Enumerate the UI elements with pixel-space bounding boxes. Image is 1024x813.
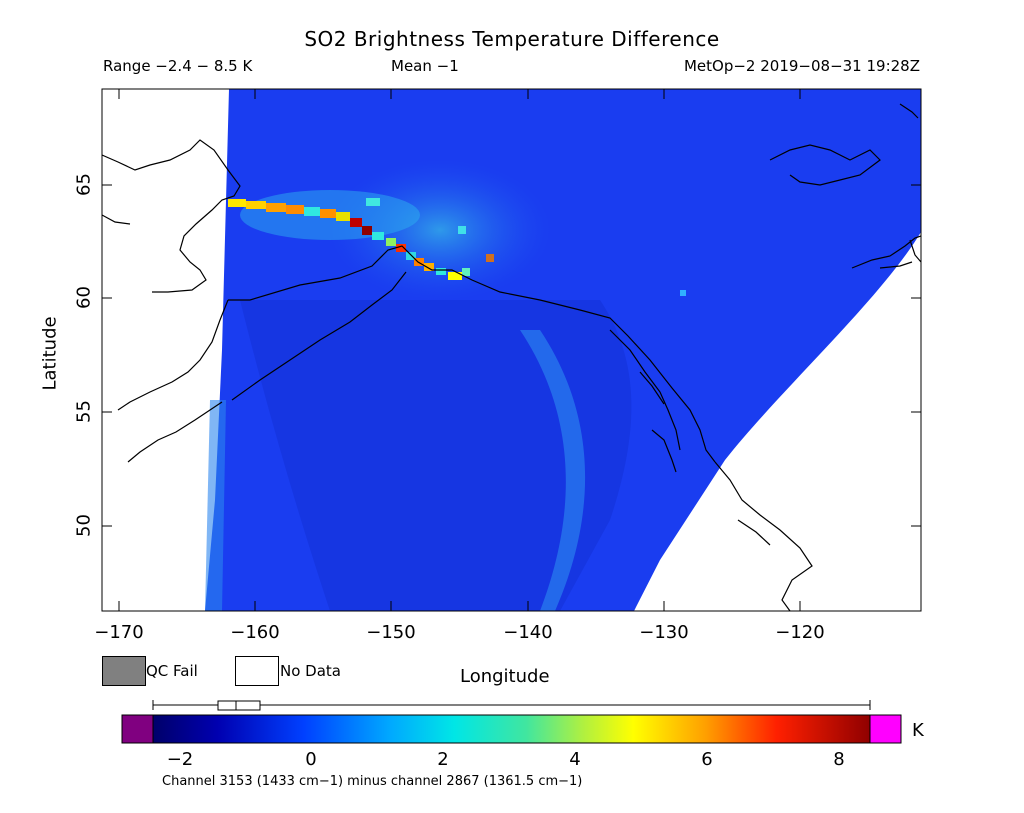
satellite-timestamp: MetOp−2 2019−08−31 19:28Z (683, 57, 920, 75)
chart-title: SO2 Brightness Temperature Difference (304, 27, 720, 51)
colorbar-tick-label: 6 (701, 749, 713, 770)
data-swath (205, 89, 921, 611)
y-tick-label: 65 (73, 173, 95, 196)
no-data-label: No Data (280, 662, 341, 680)
range-whisker (152, 700, 871, 711)
range-label: Range −2.4 − 8.5 K (103, 57, 253, 75)
colorbar-tick-label: −2 (166, 749, 194, 770)
no-data-swatch (235, 656, 279, 686)
x-tick-label: −120 (775, 622, 825, 643)
x-axis-label: Longitude (460, 666, 550, 687)
colorbar-tick-label: 0 (305, 749, 317, 770)
colorbar-overflow (869, 714, 902, 744)
qc-fail-label: QC Fail (146, 662, 198, 680)
x-tick-label: −160 (230, 622, 280, 643)
axis-ticks (102, 89, 921, 611)
colorbar-tick-label: 4 (569, 749, 581, 770)
x-tick-label: −170 (94, 622, 144, 643)
y-tick-label: 50 (73, 514, 95, 537)
qc-fail-swatch (102, 656, 146, 686)
x-tick-label: −150 (366, 622, 416, 643)
mean-label: Mean −1 (391, 57, 459, 75)
y-axis-label: Latitude (39, 316, 61, 391)
x-tick-label: −140 (503, 622, 553, 643)
channel-caption: Channel 3153 (1433 cm−1) minus channel 2… (162, 774, 583, 789)
colorbar-tick-label: 8 (833, 749, 845, 770)
plot-frame (101, 88, 922, 612)
colorbar (152, 714, 871, 744)
colorbar-underflow (121, 714, 154, 744)
colorbar-tick-label: 2 (437, 749, 449, 770)
coastline (102, 103, 921, 611)
y-tick-label: 55 (73, 400, 95, 423)
y-tick-label: 60 (73, 286, 95, 309)
x-tick-label: −130 (639, 622, 689, 643)
colorbar-unit: K (912, 720, 924, 741)
